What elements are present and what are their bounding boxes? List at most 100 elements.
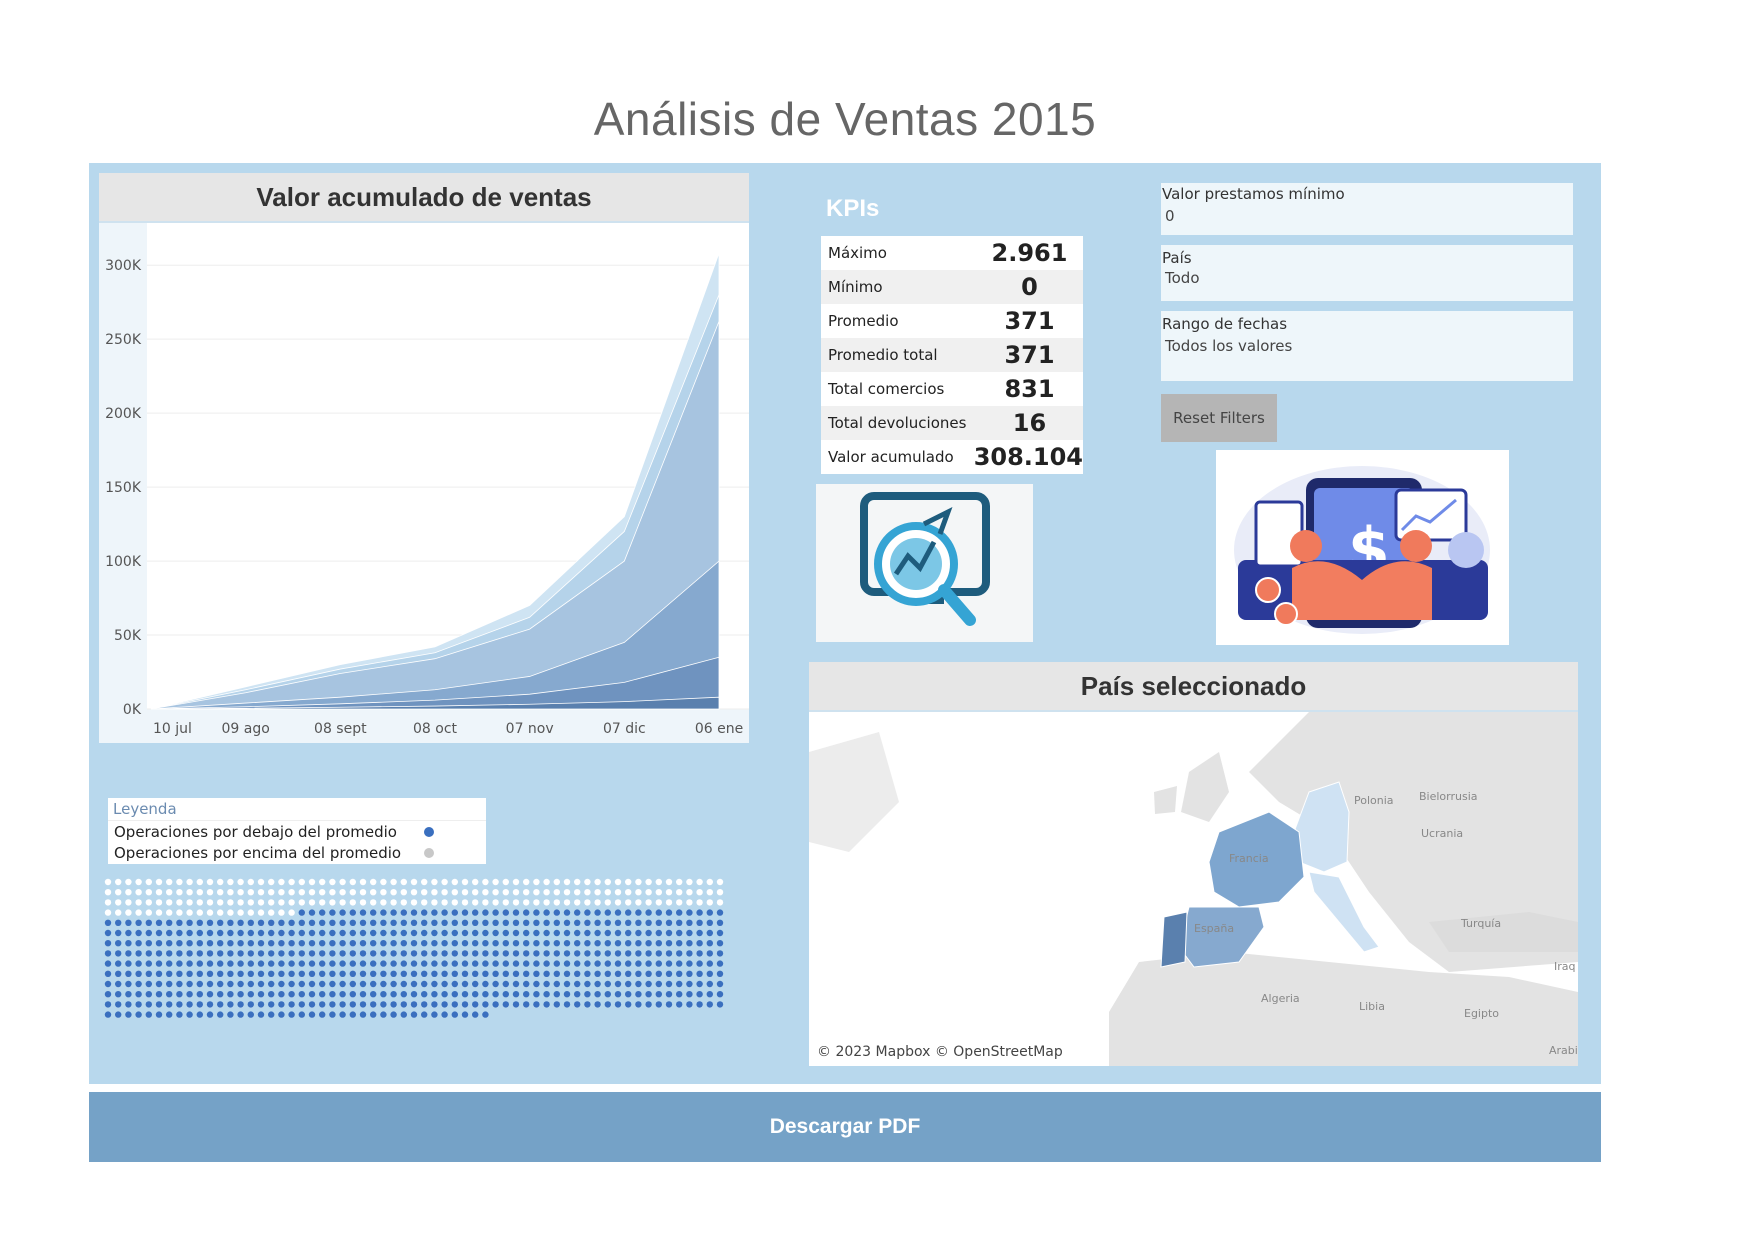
operation-dot (288, 889, 295, 896)
operation-dot (543, 899, 550, 906)
operation-dot (625, 919, 632, 926)
operation-dot (278, 980, 285, 988)
operation-dot (166, 1011, 173, 1018)
download-pdf-button[interactable]: Descargar PDF (89, 1092, 1601, 1162)
operation-dot (625, 980, 632, 988)
operation-dot (410, 878, 418, 886)
operation-dot (594, 909, 601, 916)
operation-dot (614, 940, 622, 947)
operation-dot (115, 899, 122, 906)
operation-dot (166, 960, 173, 967)
operation-dot (166, 919, 173, 926)
operation-dot (298, 929, 305, 937)
operation-dot (451, 899, 458, 906)
chart-xaxis-band (99, 709, 749, 743)
operation-dot (645, 1001, 652, 1008)
operation-dot (308, 909, 316, 916)
operation-dot (594, 970, 601, 977)
operation-dot (288, 1011, 295, 1018)
y-tick-label: 250K (105, 332, 142, 348)
operation-dot (431, 878, 438, 886)
operation-dot (390, 899, 397, 906)
map-country-label: Bielorrusia (1419, 790, 1478, 803)
operation-dot (339, 899, 346, 906)
operation-dot (512, 960, 520, 967)
operation-dot (645, 909, 652, 916)
operation-dot (472, 991, 479, 998)
kpi-value: 371 (1004, 341, 1055, 369)
operation-dot (665, 950, 673, 957)
operations-dot-grid (104, 878, 724, 1018)
operation-dot (461, 991, 469, 998)
operation-dot (145, 991, 152, 998)
operation-dot (431, 919, 438, 926)
europe-map[interactable]: Polonia Bielorrusia Ucrania Francia España Tu… (809, 712, 1578, 1066)
operation-dot (492, 950, 499, 957)
operation-dot (563, 960, 571, 967)
operation-dot (145, 970, 152, 977)
operation-dot (268, 1011, 275, 1018)
operation-dot (329, 950, 336, 957)
operation-dot (319, 970, 326, 977)
country-filter[interactable]: País Todo (1161, 245, 1573, 301)
operation-dot (400, 919, 407, 926)
sales-chart[interactable]: 300K 250K 200K 150K 100K 50K 0K 10 jul 09 ago 08… (99, 223, 749, 743)
operation-dot (115, 878, 122, 886)
operation-dot (196, 929, 203, 937)
operation-dot (543, 919, 550, 926)
kpi-row: Promedio 371 (821, 304, 1083, 338)
operation-dot (563, 929, 571, 937)
operation-dot (390, 970, 397, 977)
operation-dot (410, 1011, 418, 1018)
operation-dot (166, 991, 173, 998)
operation-dot (390, 940, 397, 947)
operation-dot (665, 940, 673, 947)
date-range-filter[interactable]: Rango de fechas Todos los valores (1161, 311, 1573, 381)
operation-dot (196, 950, 203, 957)
operation-dot (268, 980, 275, 988)
operation-dot (176, 1001, 183, 1008)
reset-filters-button[interactable]: Reset Filters (1161, 394, 1277, 442)
legend-item-above[interactable]: Operaciones por encima del promedio (108, 842, 486, 863)
min-loan-value[interactable]: 0 (1165, 207, 1175, 225)
operation-dot (482, 960, 489, 967)
operation-dot (604, 878, 611, 886)
date-range-value[interactable]: Todos los valores (1165, 337, 1293, 355)
operation-dot (206, 980, 214, 988)
operation-dot (278, 878, 285, 886)
operation-dot (268, 970, 275, 977)
operation-dot (482, 909, 489, 916)
operation-dot (614, 1001, 622, 1008)
area-series[interactable] (150, 696, 720, 710)
operation-dot (115, 940, 122, 947)
operation-dot (461, 960, 469, 967)
operation-dot (533, 1001, 540, 1008)
operation-dot (247, 940, 254, 947)
operation-dot (155, 889, 163, 896)
x-tick-label: 08 sept (314, 721, 367, 737)
operation-dot (441, 1001, 448, 1008)
operation-dot (339, 960, 346, 967)
operation-dot (543, 929, 550, 937)
operation-dot (574, 991, 581, 998)
operation-dot (237, 899, 244, 906)
country-value[interactable]: Todo (1165, 269, 1200, 287)
operation-dot (553, 1001, 560, 1008)
legend-item-below[interactable]: Operaciones por debajo del promedio (108, 821, 486, 842)
operation-dot (268, 950, 275, 957)
operation-dot (574, 878, 581, 886)
area-series[interactable] (150, 656, 720, 710)
map-country-label: Polonia (1354, 794, 1394, 807)
operation-dot (574, 889, 581, 896)
operation-dot (370, 940, 377, 947)
operation-dot (594, 980, 601, 988)
operation-dot (104, 909, 112, 916)
operation-dot (308, 1001, 316, 1008)
operation-dot (533, 970, 540, 977)
kpi-value: 0 (1021, 273, 1038, 301)
operation-dot (523, 899, 530, 906)
operation-dot (319, 950, 326, 957)
operation-dot (145, 899, 152, 906)
min-loan-filter[interactable]: Valor prestamos mínimo 0 (1161, 183, 1573, 235)
operation-dot (329, 980, 336, 988)
